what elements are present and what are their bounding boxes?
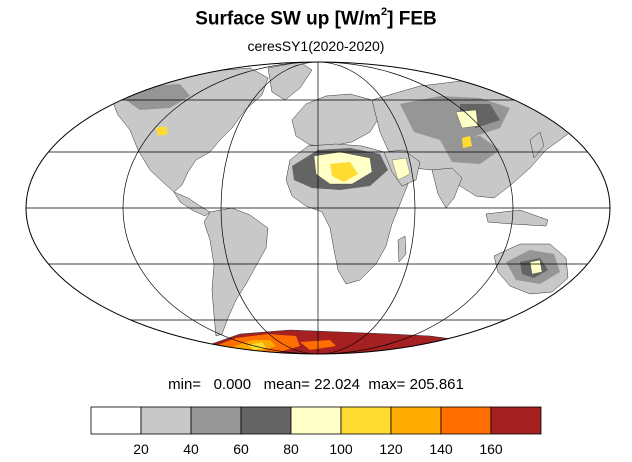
- title-suffix: ] FEB: [387, 8, 437, 30]
- colorbar-swatch: [140, 406, 192, 435]
- region-gold-na: [156, 126, 168, 136]
- title-text: Surface SW up [W/m: [195, 8, 382, 30]
- grid-meridian-120: [122, 62, 514, 354]
- stats-mean: 22.024: [314, 376, 360, 393]
- land-greenland: [267, 62, 313, 101]
- map-title: Surface SW up [W/m2] FEB: [0, 6, 632, 30]
- stats-max: 205.861: [409, 376, 464, 393]
- region-gold-asia: [462, 136, 472, 148]
- stats-max-label: max=: [368, 376, 406, 393]
- colorbar-label: 100: [329, 441, 353, 457]
- colorbar-label: 20: [133, 441, 149, 457]
- region-yellow-arabia: [391, 157, 411, 181]
- colorbar: 20 40 60 80 100 120 140 160: [90, 406, 542, 457]
- land-new-zealand: [585, 287, 597, 309]
- colorbar-swatch: [190, 406, 242, 435]
- colorbar-swatch: [340, 406, 392, 435]
- colorbar-label: 140: [429, 441, 453, 457]
- colorbar-label: 120: [379, 441, 403, 457]
- land-central-america: [173, 191, 211, 217]
- colorbar-swatch: [490, 406, 542, 435]
- region-yellow-asia: [455, 109, 479, 129]
- colorbar-swatch: [440, 406, 492, 435]
- land-india: [431, 167, 463, 209]
- colorbar-swatch: [240, 406, 292, 435]
- stats-mean-label: mean=: [263, 376, 310, 393]
- colorbar-swatch: [290, 406, 342, 435]
- title-superscript: 2: [381, 6, 388, 18]
- stats-min: 0.000: [213, 376, 252, 393]
- globe-outline: [25, 61, 611, 355]
- colorbar-label: 80: [283, 441, 299, 457]
- region-yellow-australia: [529, 259, 543, 275]
- colorbar-label: 160: [479, 441, 503, 457]
- land-indonesia: [485, 209, 549, 227]
- colorbar-label: 40: [183, 441, 199, 457]
- colorbar-swatch: [90, 406, 142, 435]
- colorbar-label: 60: [233, 441, 249, 457]
- land-madagascar: [397, 235, 407, 263]
- colorbar-swatch: [390, 406, 442, 435]
- stats-line: min= 0.000 mean= 22.024 max= 205.861: [0, 376, 632, 393]
- map-subtitle: ceresSY1(2020-2020): [247, 38, 385, 54]
- stats-min-label: min=: [168, 376, 202, 393]
- region-midgray-tibet: [440, 136, 500, 164]
- region-gold-sahara: [330, 162, 358, 182]
- grid-meridian-60: [220, 62, 416, 354]
- land-europe: [291, 93, 381, 147]
- land-south-america: [203, 207, 269, 337]
